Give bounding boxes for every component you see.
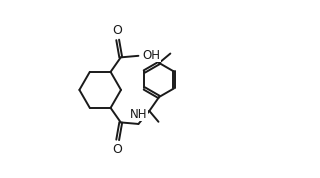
Text: O: O bbox=[112, 24, 122, 37]
Text: O: O bbox=[112, 143, 122, 156]
Text: OH: OH bbox=[143, 49, 161, 62]
Text: NH: NH bbox=[130, 108, 148, 121]
